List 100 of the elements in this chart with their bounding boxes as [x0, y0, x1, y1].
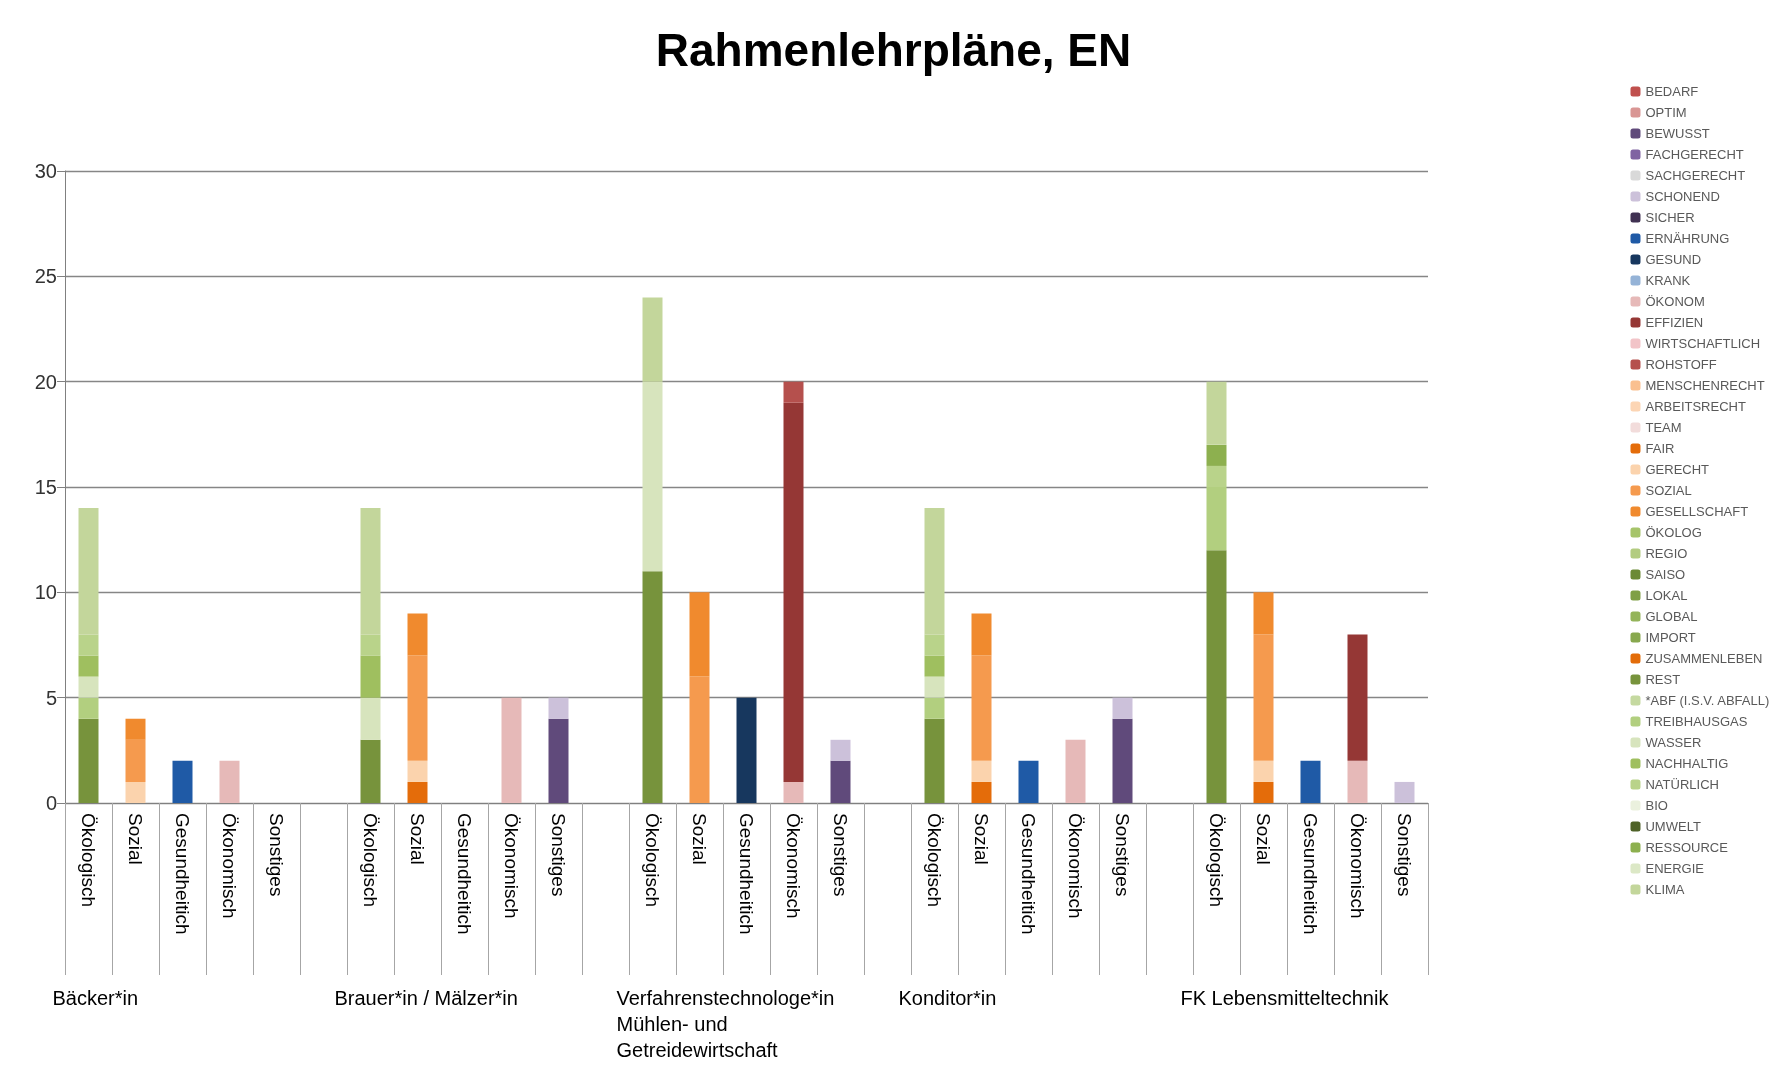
- bar: [78, 676, 99, 698]
- y-tick-label: 25: [34, 265, 57, 288]
- bar: [1347, 760, 1368, 803]
- legend-label: FAIR: [1645, 441, 1675, 456]
- bar: [642, 381, 663, 572]
- legend-label: ÖKOLOG: [1645, 525, 1702, 540]
- legend-label: MENSCHENRECHT: [1645, 378, 1765, 393]
- bar: [736, 697, 757, 803]
- bar: [360, 508, 381, 635]
- y-tick-label: 5: [45, 686, 57, 709]
- bar: [360, 634, 381, 656]
- bar: [971, 781, 992, 803]
- bar: [1253, 634, 1274, 761]
- bar: [78, 634, 99, 656]
- legend-label: REST: [1645, 672, 1681, 687]
- x-tick-label: Gesundheitich: [1018, 813, 1039, 935]
- bar: [642, 571, 663, 803]
- x-tick-label: Ökologisch: [78, 813, 99, 907]
- bar: [642, 297, 663, 382]
- bar: [78, 655, 99, 677]
- legend-label: BEDARF: [1645, 84, 1699, 99]
- bar: [830, 760, 851, 803]
- legend-label: ÖKONOM: [1645, 294, 1705, 309]
- bar: [1253, 760, 1274, 782]
- legend-label: TEAM: [1645, 420, 1682, 435]
- legend-label: ENERGIE: [1645, 861, 1705, 876]
- legend-label: BEWUSST: [1645, 126, 1710, 141]
- bar: [501, 697, 522, 803]
- x-tick-label: Ökonomisch: [1347, 813, 1368, 919]
- legend-label: SAISO: [1645, 567, 1686, 582]
- bar: [689, 676, 710, 803]
- legend-label: *ABF (I.S.V. ABFALL): [1645, 693, 1770, 708]
- x-tick-label: Ökonomisch: [1065, 813, 1086, 919]
- bar: [1253, 781, 1274, 803]
- bar: [360, 655, 381, 698]
- legend-label: REGIO: [1645, 546, 1688, 561]
- legend-label: GESELLSCHAFT: [1645, 504, 1749, 519]
- bar: [924, 697, 945, 719]
- bar: [1065, 739, 1086, 803]
- x-tick-label: Ökologisch: [360, 813, 381, 907]
- x-tick-label: Ökonomisch: [219, 813, 240, 919]
- bar: [1300, 760, 1321, 803]
- bar: [924, 634, 945, 656]
- text: Konditor*in: [898, 987, 997, 1009]
- legend-label: EFFIZIEN: [1645, 315, 1704, 330]
- legend-label: GERECHT: [1645, 462, 1710, 477]
- legend-label: SCHONEND: [1645, 189, 1720, 204]
- legend-label: SOZIAL: [1645, 483, 1692, 498]
- bar: [924, 718, 945, 803]
- bar: [830, 739, 851, 761]
- x-tick-label: Sonstiges: [266, 813, 287, 897]
- legend-label: GLOBAL: [1645, 609, 1698, 624]
- legend-label: KLIMA: [1645, 882, 1685, 897]
- bar: [78, 508, 99, 635]
- bar: [125, 781, 146, 803]
- legend-label: WASSER: [1645, 735, 1702, 750]
- bar: [783, 402, 804, 782]
- y-tick-label: 20: [34, 370, 57, 393]
- bar: [360, 739, 381, 803]
- legend-label: ERNÄHRUNG: [1645, 231, 1730, 246]
- bar: [78, 697, 99, 719]
- legend-label: ZUSAMMENLEBEN: [1645, 651, 1763, 666]
- x-tick-label: Sozial: [689, 813, 710, 865]
- bar: [971, 613, 992, 656]
- bar: [1206, 550, 1227, 803]
- legend-label: NACHHALTIG: [1645, 756, 1729, 771]
- bar: [689, 592, 710, 677]
- bar: [172, 760, 193, 803]
- bar: [924, 508, 945, 635]
- y-tick-label: 0: [45, 792, 57, 814]
- legend-label: ROHSTOFF: [1645, 357, 1717, 372]
- legend-label: TREIBHAUSGAS: [1645, 714, 1748, 729]
- legend-label: SACHGERECHT: [1645, 168, 1746, 183]
- legend-label: SICHER: [1645, 210, 1695, 225]
- x-tick-label: Sonstiges: [548, 813, 569, 897]
- bar: [1112, 718, 1133, 803]
- y-tick-label: 15: [34, 476, 57, 498]
- x-tick-label: Sozial: [1253, 813, 1274, 865]
- x-tick-label: Gesundheitich: [172, 813, 193, 935]
- bar: [360, 697, 381, 740]
- x-tick-label: Sozial: [407, 813, 428, 865]
- x-tick-label: Ökologisch: [1206, 813, 1227, 907]
- legend-label: IMPORT: [1645, 630, 1696, 645]
- x-tick-label: Sozial: [971, 813, 992, 865]
- legend-label: GESUND: [1645, 252, 1702, 267]
- x-tick-label: Sozial: [125, 813, 146, 865]
- y-tick-label: 30: [34, 160, 57, 182]
- legend-label: KRANK: [1645, 273, 1691, 288]
- legend-label: UMWELT: [1645, 819, 1701, 834]
- bar: [1206, 381, 1227, 445]
- legend-label: RESSOURCE: [1645, 840, 1729, 855]
- bar: [125, 718, 146, 740]
- bar: [407, 655, 428, 761]
- bar: [783, 381, 804, 403]
- bar: [1206, 444, 1227, 466]
- bar: [1394, 781, 1415, 803]
- text: Bäcker*in: [52, 987, 139, 1009]
- x-tick-label: Gesundheitich: [1300, 813, 1321, 935]
- x-tick-label: Gesundheitich: [454, 813, 475, 935]
- bar: [125, 739, 146, 782]
